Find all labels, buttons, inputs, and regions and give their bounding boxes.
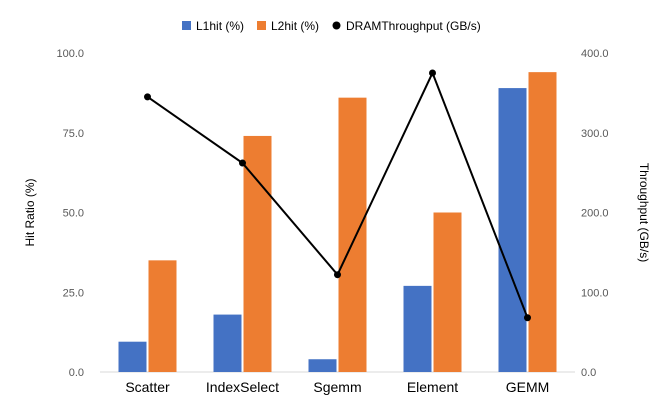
legend: L1hit (%) L2hit (%) DRAMThroughput (GB/s) [182, 19, 481, 33]
y-tick-label-left: 75.0 [63, 128, 84, 140]
bar-l1hit [118, 341, 147, 372]
dram-throughput-point [144, 93, 151, 101]
bar-l2hit [433, 212, 462, 372]
y-tick-label-right: 300.0 [581, 128, 609, 140]
bar-l2hit [338, 97, 367, 372]
dram-throughput-point [334, 271, 341, 279]
y-axis-right: 0.0 100.0 200.0 300.0 400.0 [581, 48, 609, 379]
y-axis-title-left: Hit Ratio (%) [23, 178, 37, 246]
x-tick-label: Scatter [125, 379, 170, 395]
bar-l1hit [498, 88, 527, 372]
y-axis-left: 0.0 25.0 50.0 75.0 100.0 [56, 48, 84, 379]
y-tick-label-right: 200.0 [581, 208, 609, 220]
dram-throughput-point [239, 159, 246, 167]
legend-swatch [182, 21, 191, 30]
legend-label: DRAMThroughput (GB/s) [346, 19, 481, 33]
x-axis: Scatter IndexSelect Sgemm Element GEMM [125, 379, 549, 395]
x-tick-label: IndexSelect [206, 379, 279, 395]
y-tick-label-right: 100.0 [581, 287, 609, 299]
y-tick-label-right: 0.0 [581, 367, 596, 379]
y-tick-label-left: 25.0 [63, 287, 84, 299]
bar-l2hit [148, 260, 177, 372]
dram-throughput-point [524, 314, 531, 322]
legend-marker [332, 21, 341, 30]
y-tick-label-left: 100.0 [56, 48, 84, 60]
y-axis-title-right: Throughput (GB/s) [637, 163, 651, 262]
bar-l2hit [243, 135, 272, 372]
legend-label: L1hit (%) [196, 19, 244, 33]
dram-throughput-line [146, 70, 529, 319]
y-tick-label-left: 50.0 [63, 208, 84, 220]
bar-l1hit [403, 285, 432, 372]
bars [118, 72, 557, 372]
legend-label: L2hit (%) [271, 19, 319, 33]
x-tick-label: Sgemm [313, 379, 361, 395]
x-tick-label: Element [407, 379, 458, 395]
legend-swatch [257, 21, 266, 30]
bar-l1hit [308, 359, 337, 372]
x-tick-label: GEMM [506, 379, 550, 395]
bar-l2hit [528, 72, 557, 372]
dram-throughput-point [429, 69, 436, 77]
line-series [144, 69, 531, 322]
y-tick-label-right: 400.0 [581, 48, 609, 60]
y-tick-label-left: 0.0 [69, 367, 84, 379]
bar-l1hit [213, 314, 242, 372]
